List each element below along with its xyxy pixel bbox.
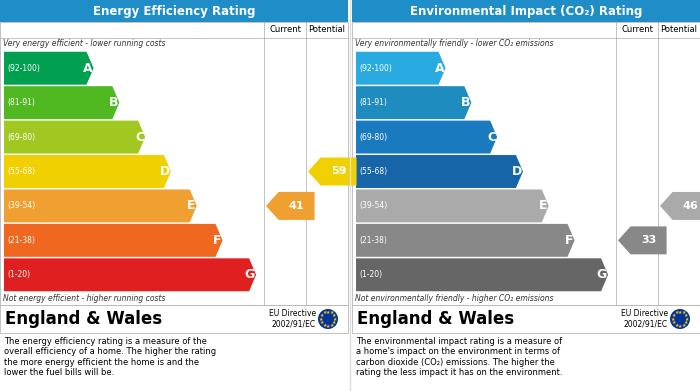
Polygon shape xyxy=(356,86,471,119)
Polygon shape xyxy=(4,224,223,257)
Text: ★: ★ xyxy=(322,323,327,328)
Polygon shape xyxy=(4,258,256,291)
Text: ★: ★ xyxy=(674,323,679,328)
Text: A: A xyxy=(83,62,92,75)
Text: England & Wales: England & Wales xyxy=(5,310,162,328)
Text: ★: ★ xyxy=(685,316,690,321)
Bar xyxy=(352,305,700,333)
Text: ★: ★ xyxy=(684,313,688,318)
Bar xyxy=(0,305,348,333)
Text: F: F xyxy=(565,234,573,247)
Polygon shape xyxy=(4,86,120,119)
Text: G: G xyxy=(245,268,255,281)
Text: Very energy efficient - lower running costs: Very energy efficient - lower running co… xyxy=(3,39,165,48)
Text: E: E xyxy=(188,199,196,212)
Bar xyxy=(352,0,700,22)
Text: (55-68): (55-68) xyxy=(7,167,35,176)
Text: B: B xyxy=(461,96,470,109)
Polygon shape xyxy=(4,155,171,188)
Polygon shape xyxy=(4,190,197,222)
Text: Environmental Impact (CO₂) Rating: Environmental Impact (CO₂) Rating xyxy=(410,5,642,18)
Text: (39-54): (39-54) xyxy=(359,201,387,210)
Text: EU Directive
2002/91/EC: EU Directive 2002/91/EC xyxy=(269,309,316,329)
Text: ★: ★ xyxy=(678,310,682,314)
Polygon shape xyxy=(4,52,94,85)
Text: ★: ★ xyxy=(671,316,676,321)
Text: C: C xyxy=(487,131,496,143)
Text: ★: ★ xyxy=(332,313,336,318)
Text: ★: ★ xyxy=(684,320,688,325)
Text: The energy efficiency rating is a measure of the
overall efficiency of a home. T: The energy efficiency rating is a measur… xyxy=(4,337,216,377)
Text: ★: ★ xyxy=(672,313,676,318)
Circle shape xyxy=(318,309,338,329)
Text: (21-38): (21-38) xyxy=(359,236,387,245)
Text: (92-100): (92-100) xyxy=(7,64,40,73)
Text: Potential: Potential xyxy=(661,25,697,34)
Text: A: A xyxy=(435,62,444,75)
Text: ★: ★ xyxy=(320,313,324,318)
Text: ★: ★ xyxy=(674,310,679,316)
Text: D: D xyxy=(512,165,522,178)
Text: (1-20): (1-20) xyxy=(359,270,382,279)
Text: ★: ★ xyxy=(329,310,334,316)
Text: ★: ★ xyxy=(681,310,686,316)
Text: Current: Current xyxy=(621,25,653,34)
Text: B: B xyxy=(109,96,118,109)
Text: ★: ★ xyxy=(672,320,676,325)
Text: 33: 33 xyxy=(641,235,656,246)
Polygon shape xyxy=(308,158,356,185)
Text: (69-80): (69-80) xyxy=(359,133,387,142)
Polygon shape xyxy=(356,258,608,291)
Text: (55-68): (55-68) xyxy=(359,167,387,176)
Text: EU Directive
2002/91/EC: EU Directive 2002/91/EC xyxy=(621,309,668,329)
Text: ★: ★ xyxy=(681,323,686,328)
Text: (1-20): (1-20) xyxy=(7,270,30,279)
Text: ★: ★ xyxy=(329,323,334,328)
Text: ★: ★ xyxy=(326,310,330,314)
Text: 59: 59 xyxy=(331,167,346,176)
Polygon shape xyxy=(660,192,700,220)
Text: G: G xyxy=(597,268,607,281)
Polygon shape xyxy=(618,226,666,255)
Polygon shape xyxy=(356,155,523,188)
Text: (21-38): (21-38) xyxy=(7,236,35,245)
Bar xyxy=(0,0,348,22)
Bar xyxy=(352,22,700,305)
Bar xyxy=(0,22,348,305)
Text: Energy Efficiency Rating: Energy Efficiency Rating xyxy=(92,5,256,18)
Text: (81-91): (81-91) xyxy=(359,98,387,107)
Text: England & Wales: England & Wales xyxy=(357,310,514,328)
Text: (39-54): (39-54) xyxy=(7,201,35,210)
Text: D: D xyxy=(160,165,170,178)
Text: Very environmentally friendly - lower CO₂ emissions: Very environmentally friendly - lower CO… xyxy=(355,39,554,48)
Polygon shape xyxy=(356,120,497,154)
Text: 46: 46 xyxy=(682,201,699,211)
Text: (92-100): (92-100) xyxy=(359,64,392,73)
Text: (81-91): (81-91) xyxy=(7,98,35,107)
Text: F: F xyxy=(213,234,222,247)
Polygon shape xyxy=(356,52,446,85)
Text: E: E xyxy=(539,199,548,212)
Polygon shape xyxy=(266,192,314,220)
Text: Not environmentally friendly - higher CO₂ emissions: Not environmentally friendly - higher CO… xyxy=(355,294,554,303)
Text: ★: ★ xyxy=(318,316,323,321)
Text: ★: ★ xyxy=(332,320,336,325)
Text: ★: ★ xyxy=(320,320,324,325)
Text: ★: ★ xyxy=(322,310,327,316)
Text: (69-80): (69-80) xyxy=(7,133,35,142)
Text: ★: ★ xyxy=(678,323,682,328)
Circle shape xyxy=(670,309,690,329)
Polygon shape xyxy=(4,120,145,154)
Polygon shape xyxy=(356,190,549,222)
Text: 41: 41 xyxy=(289,201,304,211)
Text: ★: ★ xyxy=(332,316,337,321)
Text: Not energy efficient - higher running costs: Not energy efficient - higher running co… xyxy=(3,294,165,303)
Text: Potential: Potential xyxy=(309,25,346,34)
Text: ★: ★ xyxy=(326,323,330,328)
Polygon shape xyxy=(356,224,575,257)
Text: Current: Current xyxy=(269,25,301,34)
Text: C: C xyxy=(135,131,144,143)
Text: The environmental impact rating is a measure of
a home's impact on the environme: The environmental impact rating is a mea… xyxy=(356,337,563,377)
